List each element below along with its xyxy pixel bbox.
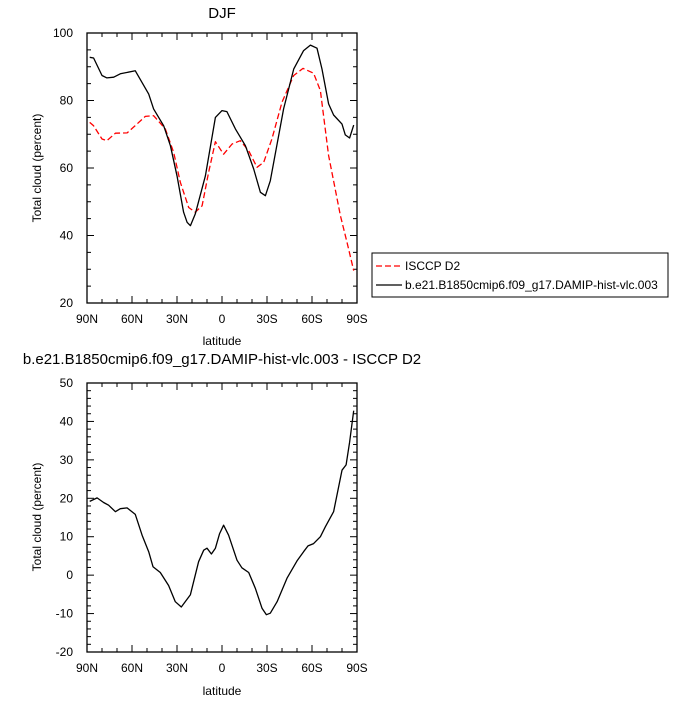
top-frame — [86, 32, 358, 304]
bottom-x-tick-label: 60S — [301, 661, 322, 675]
top-x-tick-label: 90N — [76, 312, 98, 326]
bottom-y-tick-label: -10 — [56, 607, 74, 621]
bottom-x-tick-label: 30N — [166, 661, 188, 675]
top-xlabel: latitude — [203, 334, 242, 348]
top-series-line-0 — [89, 67, 355, 271]
bottom-y-tick-label: 40 — [60, 414, 74, 428]
legend-label-model: b.e21.B1850cmip6.f09_g17.DAMIP-hist-vlc.… — [405, 278, 658, 292]
top-series-line-1 — [89, 44, 355, 227]
top-y-tick-label: 40 — [60, 229, 74, 243]
bottom-x-tick-label: 0 — [219, 661, 226, 675]
bottom-y-tick-label: 20 — [60, 491, 74, 505]
bottom-ylabel: Total cloud (percent) — [30, 463, 44, 572]
top-x-tick-label: 30S — [256, 312, 277, 326]
legend-box — [371, 252, 669, 298]
bottom-y-tick-label: 10 — [60, 530, 74, 544]
legend: ISCCP D2 b.e21.B1850cmip6.f09_g17.DAMIP-… — [371, 252, 669, 298]
bottom-x-tick-label: 90N — [76, 661, 98, 675]
bottom-x-tick-label: 90S — [346, 661, 367, 675]
top-x-tick-label: 60S — [301, 312, 322, 326]
top-x-tick-label: 90S — [346, 312, 367, 326]
top-title: DJF — [208, 5, 236, 22]
bottom-y-tick-label: 0 — [66, 568, 73, 582]
bottom-plot-area: 90N 60N 30N 0 30S 60S 90S -20 -10 0 10 20 30 40 50 — [56, 376, 368, 675]
top-panel: DJF latitude Total cloud (percent) 90N 60… — [30, 5, 368, 348]
legend-label-isccp: ISCCP D2 — [405, 259, 460, 273]
top-y-tick-label: 20 — [60, 296, 74, 310]
bottom-y-tick-label: 30 — [60, 453, 74, 467]
bottom-x-tick-label: 30S — [256, 661, 277, 675]
bottom-series-line-0 — [89, 410, 355, 616]
top-y-tick-label: 60 — [60, 161, 74, 175]
top-x-tick-label: 30N — [166, 312, 188, 326]
top-x-tick-label: 60N — [121, 312, 143, 326]
bottom-y-tick-label: 50 — [60, 376, 74, 390]
bottom-frame — [86, 382, 358, 653]
bottom-panel: b.e21.B1850cmip6.f09_g17.DAMIP-hist-vlc.… — [23, 351, 421, 698]
top-x-tick-label: 0 — [219, 312, 226, 326]
bottom-x-tick-label: 60N — [121, 661, 143, 675]
top-ylabel: Total cloud (percent) — [30, 114, 44, 223]
bottom-xlabel: latitude — [203, 684, 242, 698]
top-y-tick-label: 100 — [53, 26, 73, 40]
bottom-title: b.e21.B1850cmip6.f09_g17.DAMIP-hist-vlc.… — [23, 351, 421, 368]
bottom-y-tick-label: -20 — [56, 645, 74, 659]
top-y-tick-label: 80 — [60, 94, 74, 108]
top-plot-area: 90N 60N 30N 0 30S 60S 90S 20 40 60 80 100 — [53, 26, 368, 326]
